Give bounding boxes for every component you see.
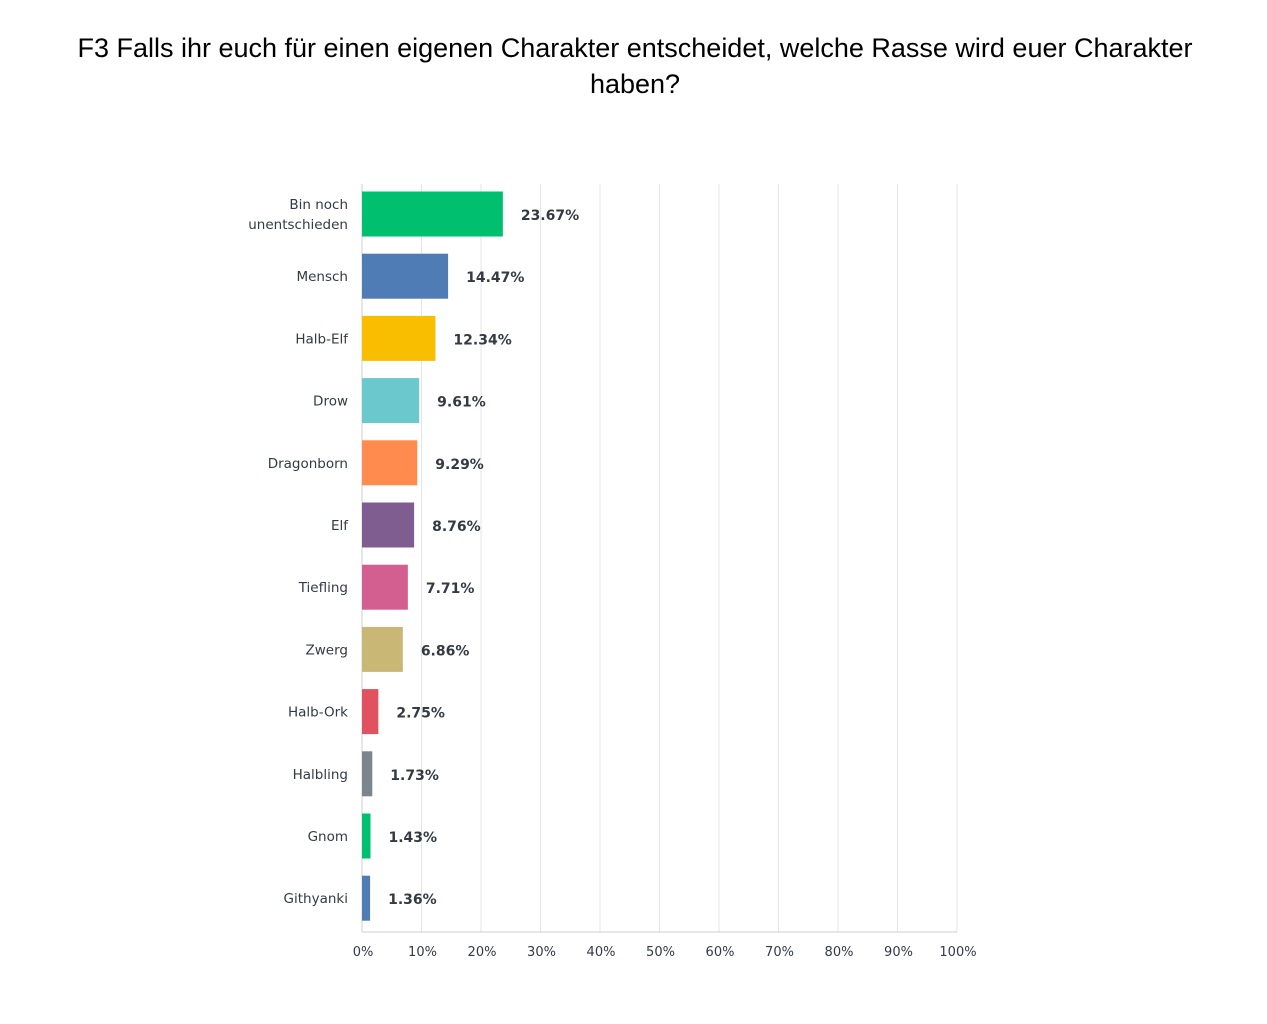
data-label: 1.73% <box>390 768 439 784</box>
bar <box>362 440 418 486</box>
bars <box>362 191 503 921</box>
x-tick-label: 10% <box>408 945 437 960</box>
category-label: Dragonborn <box>268 456 348 472</box>
data-label: 1.43% <box>389 830 438 846</box>
bar <box>362 378 420 424</box>
bar <box>362 689 379 735</box>
chart-title: F3 Falls ihr euch für einen eigenen Char… <box>77 33 1193 99</box>
category-label: Bin noch <box>289 197 348 213</box>
data-label: 23.67% <box>521 208 579 224</box>
x-tick-label: 20% <box>468 945 497 960</box>
category-label: Gnom <box>308 829 348 845</box>
x-tick-label: 60% <box>706 945 735 960</box>
data-label: 9.29% <box>435 457 484 473</box>
x-tick-label: 90% <box>884 945 913 960</box>
category-labels: Bin noch unentschieden Mensch Halb-Elf Drow D… <box>248 197 349 907</box>
bar <box>362 564 408 610</box>
category-label: Halb-Elf <box>295 331 349 347</box>
bar <box>362 315 436 361</box>
category-label: unentschieden <box>248 217 348 233</box>
x-tick-label: 30% <box>527 945 556 960</box>
x-tick-label: 0% <box>353 945 374 960</box>
category-label: Mensch <box>296 269 348 285</box>
category-label: Elf <box>331 518 349 534</box>
bar <box>362 502 415 548</box>
data-label: 1.36% <box>388 892 437 908</box>
data-label: 9.61% <box>437 395 486 411</box>
grid-lines <box>361 184 958 933</box>
category-label: Drow <box>313 394 348 410</box>
data-label: 6.86% <box>421 643 470 659</box>
data-label: 8.76% <box>432 519 481 535</box>
category-label: Tiefling <box>298 580 348 596</box>
data-label: 12.34% <box>453 332 511 348</box>
bar <box>362 751 373 797</box>
value-labels: 23.67% 14.47% 12.34% 9.61% 9.29% 8.76% 7.71% 6.… <box>388 208 579 908</box>
bar <box>362 875 371 921</box>
x-tick-label: 80% <box>825 945 854 960</box>
x-tick-label: 50% <box>646 945 675 960</box>
x-tick-label: 70% <box>765 945 794 960</box>
bar <box>362 191 503 237</box>
category-label: Halb-Ork <box>288 705 348 721</box>
data-label: 2.75% <box>396 706 445 722</box>
category-label: Zwerg <box>306 642 348 658</box>
x-axis-ticks: 0% 10% 20% 30% 40% 50% 60% 70% 80% 90% 100% <box>353 945 977 960</box>
category-label: Githyanki <box>284 891 348 907</box>
bar <box>362 626 403 672</box>
bar <box>362 253 449 299</box>
category-label: Halbling <box>293 767 348 783</box>
data-label: 7.71% <box>426 581 475 597</box>
x-tick-label: 40% <box>587 945 616 960</box>
data-label: 14.47% <box>466 270 524 286</box>
x-tick-label: 100% <box>939 945 976 960</box>
bar <box>362 813 371 859</box>
